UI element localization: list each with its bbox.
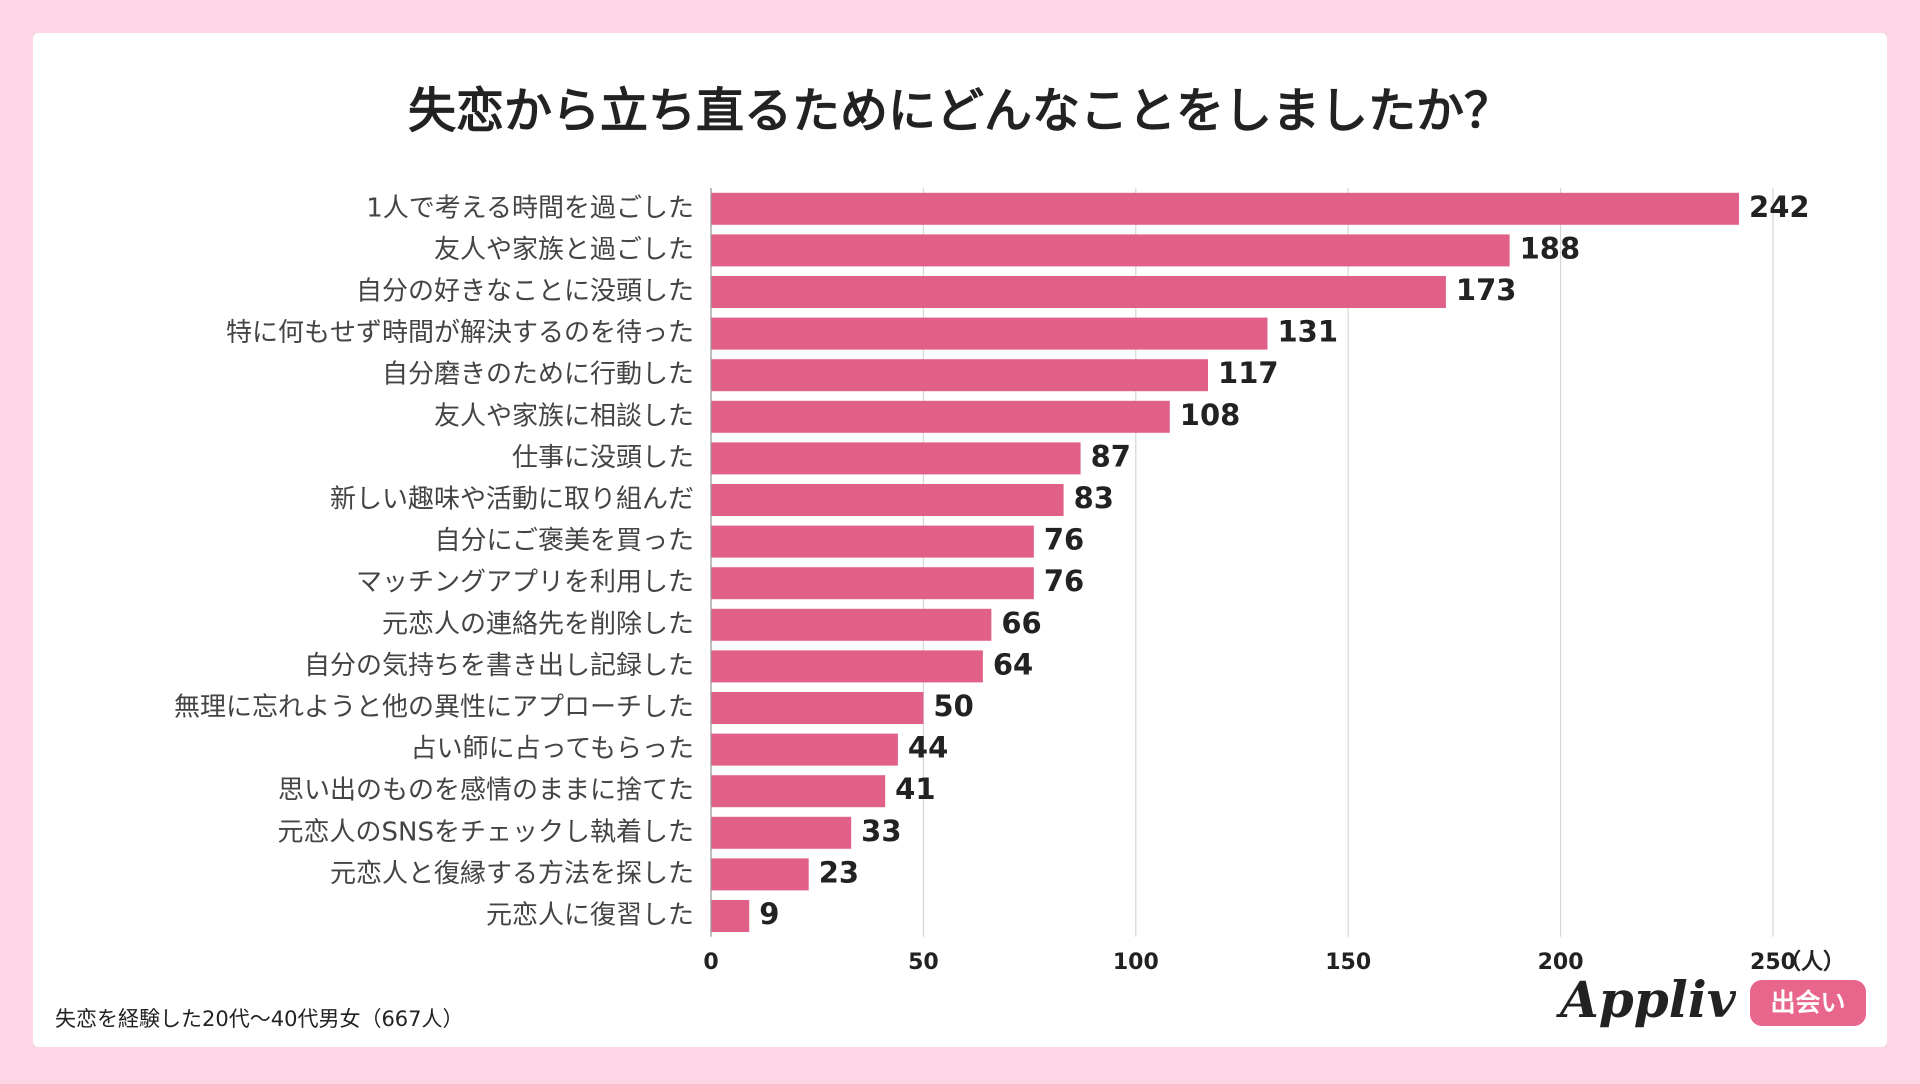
bar xyxy=(711,733,898,766)
bar xyxy=(711,317,1268,350)
value-label: 131 xyxy=(1277,315,1338,349)
y-tick-label: 仕事に没頭した xyxy=(512,443,694,473)
bar xyxy=(711,525,1034,558)
bar xyxy=(711,608,992,641)
y-tick-label: 元恋人の連絡先を削除した xyxy=(382,609,694,639)
value-label: 44 xyxy=(908,731,948,765)
bar xyxy=(711,692,924,724)
y-tick-label: 1人で考える時間を過ごした xyxy=(366,193,694,223)
value-label: 188 xyxy=(1520,231,1581,265)
x-tick-label: 200 xyxy=(1538,950,1584,975)
chart-title: 失恋から立ち直るためにどんなことをしましたか？ xyxy=(408,83,1512,139)
y-tick-label: 友人や家族に相談した xyxy=(434,401,694,431)
x-tick-label: 50 xyxy=(908,950,939,975)
x-tick-label: 100 xyxy=(1113,950,1159,975)
bar xyxy=(711,442,1081,475)
logo-badge-bg xyxy=(1750,980,1866,1026)
y-tick-label: 友人や家族と過ごした xyxy=(434,235,694,265)
value-label: 242 xyxy=(1749,190,1810,224)
value-label: 108 xyxy=(1180,398,1241,432)
bar xyxy=(711,900,750,932)
x-tick-label: 250 xyxy=(1750,950,1796,975)
value-label: 87 xyxy=(1091,439,1131,473)
value-label: 64 xyxy=(993,647,1033,681)
logo: Appliv xyxy=(1556,970,1737,1029)
value-label: 50 xyxy=(933,689,973,723)
bar xyxy=(711,192,1740,225)
value-label: 76 xyxy=(1044,523,1084,557)
bar xyxy=(711,484,1064,516)
bar xyxy=(711,775,886,808)
y-tick-label: 元恋人と復縁する方法を探した xyxy=(330,859,694,889)
value-label: 33 xyxy=(861,814,901,848)
y-tick-label: 新しい趣味や活動に取り組んだ xyxy=(330,485,694,515)
x-unit: （人） xyxy=(1779,950,1845,975)
value-label: 41 xyxy=(895,772,935,806)
y-tick-label: 自分の気持ちを書き出し記録した xyxy=(304,651,694,681)
y-tick-label: 思い出のものを感情のままに捨てた xyxy=(278,776,694,806)
bar xyxy=(711,858,809,891)
bar xyxy=(711,359,1209,392)
value-label: 173 xyxy=(1456,273,1517,307)
y-tick-label: 自分磨きのために行動した xyxy=(382,360,694,390)
y-tick-label: 占い師に占ってもらった xyxy=(411,734,694,764)
y-tick-label: 元恋人に復習した xyxy=(486,901,694,931)
value-label: 23 xyxy=(819,855,859,889)
y-tick-label: 元恋人のSNSをチェックし執着した xyxy=(278,817,694,847)
bar xyxy=(711,816,852,849)
value-label: 76 xyxy=(1044,564,1084,598)
value-label: 66 xyxy=(1001,606,1041,640)
logo-badge: 出会い xyxy=(1770,988,1845,1017)
y-tick-label: 自分にご褒美を買った xyxy=(435,526,694,556)
note: 失恋を経験した20代～40代男女（667人） xyxy=(55,1007,464,1031)
bar xyxy=(711,650,983,683)
bar xyxy=(711,276,1446,308)
y-tick-label: 特に何もせず時間が解決するのを待った xyxy=(226,318,694,348)
y-tick-label: 無理に忘れようと他の異性にアプローチした xyxy=(174,693,694,723)
y-tick-label: 自分の好きなことに没頭した xyxy=(356,277,694,307)
y-tick-label: マッチングアプリを利用した xyxy=(356,568,694,598)
bar xyxy=(711,567,1034,600)
value-label: 117 xyxy=(1218,356,1279,390)
bar xyxy=(711,234,1510,267)
x-tick-label: 0 xyxy=(703,950,718,975)
bar xyxy=(711,400,1170,433)
value-label: 9 xyxy=(759,897,779,931)
value-label: 83 xyxy=(1074,481,1114,515)
x-tick-label: 150 xyxy=(1325,950,1371,975)
